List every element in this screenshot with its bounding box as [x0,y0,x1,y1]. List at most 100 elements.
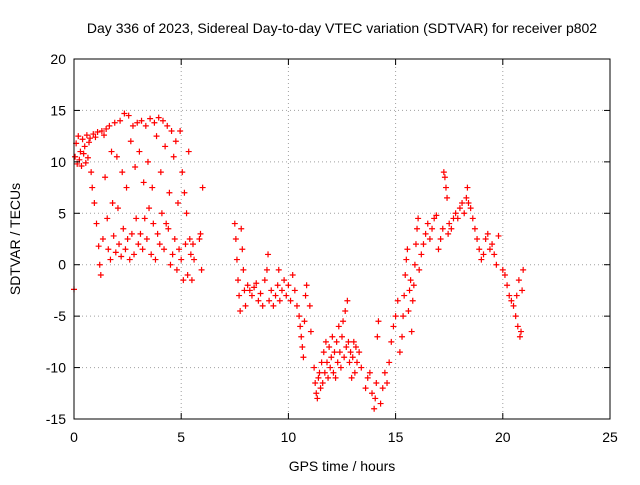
data-point [110,232,117,239]
data-point [95,243,102,250]
data-point [516,333,523,340]
data-point [196,236,203,242]
data-point [111,119,118,126]
data-point [158,210,165,217]
data-point [198,266,205,273]
data-point [299,344,306,350]
data-point [238,225,245,232]
data-point [406,287,413,294]
data-point [489,241,496,248]
data-point [303,282,310,289]
data-point [164,122,171,129]
data-point [188,277,195,284]
data-point [293,302,300,309]
data-point [440,169,447,176]
data-point [464,184,471,191]
x-tick-label: 20 [495,429,511,445]
data-point [179,169,186,176]
data-point [272,292,279,299]
data-point [235,277,242,284]
data-point [109,200,116,206]
data-point [185,148,192,155]
y-axis-label: SDTVAR / TECUs [7,183,23,295]
data-point [322,338,329,345]
data-point [493,261,500,268]
data-point [233,256,240,263]
data-point [153,133,160,140]
data-point [274,282,281,289]
data-point [476,246,483,253]
data-point [501,272,508,278]
data-point [276,297,283,304]
data-point [320,349,327,356]
x-tick-label: 0 [70,429,78,445]
data-point [426,236,433,242]
data-point [166,189,173,196]
data-point [375,318,382,325]
data-point [239,246,246,253]
data-point [330,369,337,376]
data-point [422,230,429,237]
data-point [82,159,89,166]
data-point [163,220,170,227]
data-point [431,215,438,222]
y-tick-label: 20 [50,51,66,67]
data-point [484,230,491,237]
data-point [342,308,349,314]
data-point [512,313,519,320]
axis-ticks: 0 5 10 15 20 25 -15 -10 -5 0 5 10 15 20 [46,51,618,445]
data-point [231,220,238,227]
data-point [120,225,127,232]
data-point [354,359,361,366]
data-point [186,236,193,242]
data-point [102,174,109,181]
data-point [184,272,191,278]
data-point [138,117,145,124]
data-point [152,256,159,263]
data-point [377,400,384,407]
data-point [334,359,341,366]
data-point [75,133,82,140]
data-point [341,354,348,361]
data-point [444,194,451,201]
data-point [287,297,294,304]
data-point [454,215,461,222]
data-point [137,230,144,237]
data-point [439,225,446,232]
data-point [514,323,521,330]
data-point [314,395,321,402]
data-point [461,210,468,217]
data-point [474,236,481,242]
data-point [136,148,143,155]
data-point [344,297,351,304]
data-point [135,241,142,248]
data-point [159,117,166,124]
data-point [495,232,502,239]
data-point [261,277,268,284]
data-point [358,364,365,371]
data-point [84,154,91,161]
data-point [148,251,155,258]
data-point [401,292,408,299]
data-point [346,359,353,366]
data-point [317,385,324,392]
data-point [147,115,154,122]
data-point [381,369,388,376]
data-point [139,246,146,253]
data-point [149,184,156,191]
data-point [241,287,248,294]
data-point [121,110,128,117]
data-point [162,143,169,150]
data-point [515,277,522,284]
data-point [437,236,444,242]
data-point [418,251,425,258]
data-point [356,349,363,356]
data-point [364,374,371,381]
data-point [351,369,358,376]
data-point [352,344,359,350]
data-point [128,230,135,237]
data-point [101,132,108,139]
